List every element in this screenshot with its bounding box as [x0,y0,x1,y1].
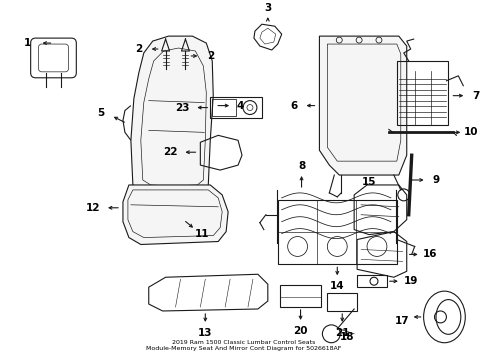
Bar [279,285,321,307]
Text: 18: 18 [339,332,354,342]
Text: 15: 15 [361,177,375,187]
Bar [212,99,236,117]
Text: 10: 10 [463,127,478,138]
Bar [326,293,356,311]
Polygon shape [319,36,406,175]
Text: 12: 12 [86,203,100,213]
Text: 8: 8 [297,161,305,171]
Text: 2: 2 [206,51,213,61]
Bar [396,61,447,125]
Polygon shape [122,185,228,244]
Text: 21: 21 [334,328,349,338]
Text: 16: 16 [423,249,437,260]
Bar [277,200,396,264]
Bar [356,275,386,287]
Text: 4: 4 [236,100,243,111]
Text: 19: 19 [403,276,417,286]
Text: 9: 9 [432,175,439,185]
Text: 17: 17 [394,316,408,326]
Polygon shape [131,36,213,195]
Text: 11: 11 [195,229,209,239]
Text: 2019 Ram 1500 Classic Lumbar Control Seats
Module-Memory Seat And Mirror Cont Di: 2019 Ram 1500 Classic Lumbar Control Sea… [146,340,341,351]
Text: 22: 22 [163,147,178,157]
Text: 3: 3 [264,3,271,13]
Text: 5: 5 [97,108,104,117]
Text: 14: 14 [329,281,344,291]
Text: 6: 6 [289,100,297,111]
Text: 2: 2 [135,44,142,54]
Text: 1: 1 [24,38,31,48]
Bar [210,96,262,118]
Text: 7: 7 [471,91,479,101]
Text: 23: 23 [175,103,189,113]
Text: 20: 20 [293,326,307,336]
Text: 13: 13 [198,328,212,338]
